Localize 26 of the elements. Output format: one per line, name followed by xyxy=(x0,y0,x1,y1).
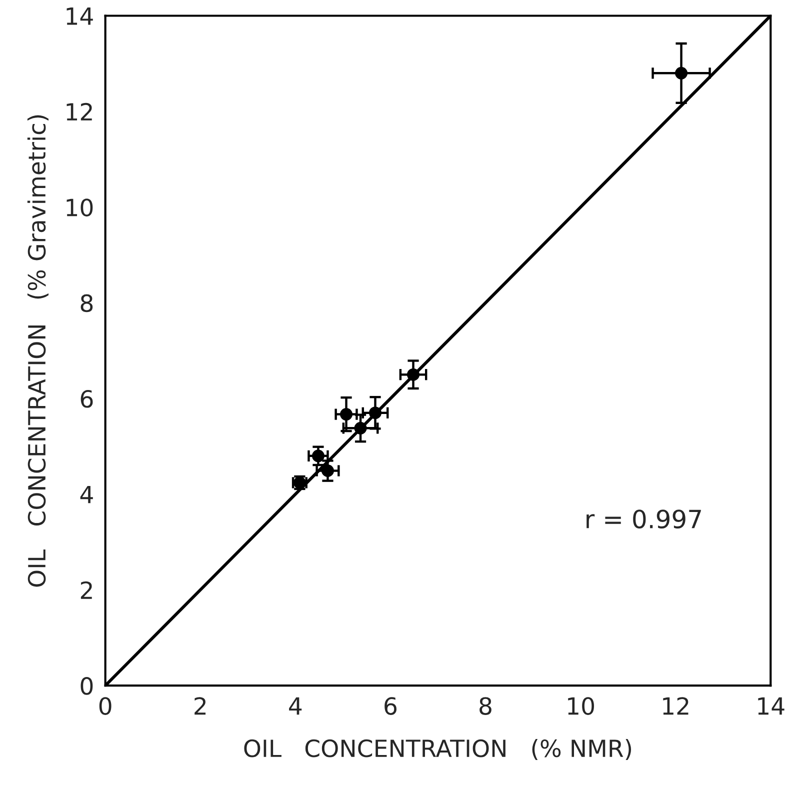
x-axis-title: OIL CONCENTRATION (% NMR) xyxy=(244,738,632,760)
y-tick-label: 10 xyxy=(66,198,93,216)
point xyxy=(354,422,367,434)
annotation: r = 0.997 xyxy=(586,510,701,529)
x-tick-label: 6 xyxy=(384,697,396,715)
y-tick-label: 8 xyxy=(80,294,93,312)
y-tick-label: 4 xyxy=(80,486,93,504)
x-tick-label: 2 xyxy=(194,697,206,715)
x-tick-label: 4 xyxy=(289,697,302,715)
y-tick-label: 2 xyxy=(80,581,92,599)
point xyxy=(340,408,353,421)
x-tick-label: 8 xyxy=(480,697,492,715)
y-tick-label: 14 xyxy=(66,8,93,25)
point xyxy=(321,464,334,477)
x-tick-label: 12 xyxy=(663,697,688,715)
point xyxy=(312,450,324,462)
y-tick-label: 12 xyxy=(66,102,92,120)
point xyxy=(675,66,688,80)
x-tick-label: 14 xyxy=(758,697,784,715)
y-axis-title: OIL CONCENTRATION (% Gravimetric) xyxy=(27,115,48,587)
x-tick-label: 10 xyxy=(568,697,594,715)
y-tick-label: 6 xyxy=(80,390,93,408)
x-tick-label: 0 xyxy=(99,697,112,715)
point xyxy=(369,406,382,420)
point xyxy=(407,368,420,381)
y-tick-label: 0 xyxy=(80,677,93,695)
